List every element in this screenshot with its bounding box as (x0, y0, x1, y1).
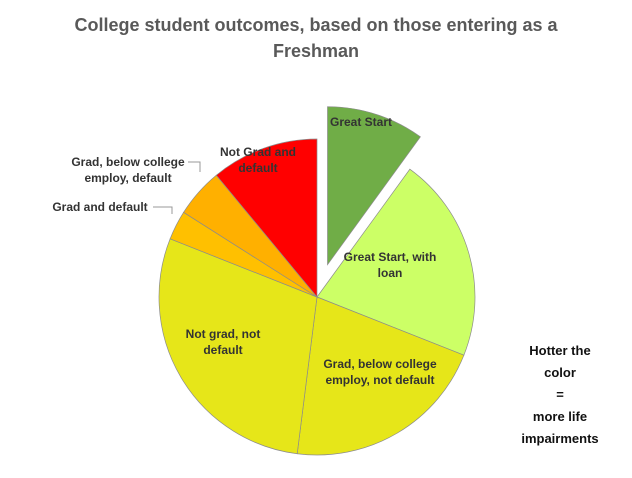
pie-slice (327, 106, 421, 266)
pie-slice (158, 238, 318, 455)
slice-label: Not Grad and default (219, 145, 296, 175)
annotation-line: color (544, 365, 576, 380)
slice-label: Grad, below college employ, not default (323, 357, 437, 387)
pie-slice (296, 296, 465, 456)
slice-label: Grad, below college employ, default (71, 155, 185, 185)
annotation-line: = (556, 387, 564, 402)
chart-title: College student outcomes, based on those… (74, 15, 558, 61)
annotation-line: impairments (521, 431, 599, 446)
leader-line (153, 206, 173, 214)
slice-label: Great Start, with loan (343, 250, 437, 280)
slice-label: Not grad, not default (185, 327, 261, 357)
annotation-line: Hotter the (529, 343, 591, 358)
annotation-line: more life (532, 409, 588, 424)
pie-slice (316, 168, 476, 356)
leader-line (188, 161, 201, 172)
annotation: Hotter the color = more life impairments (510, 340, 610, 450)
slice-label: Grad and default (52, 200, 148, 214)
pie-slice (215, 138, 318, 298)
slice-label: Great Start (329, 115, 393, 129)
